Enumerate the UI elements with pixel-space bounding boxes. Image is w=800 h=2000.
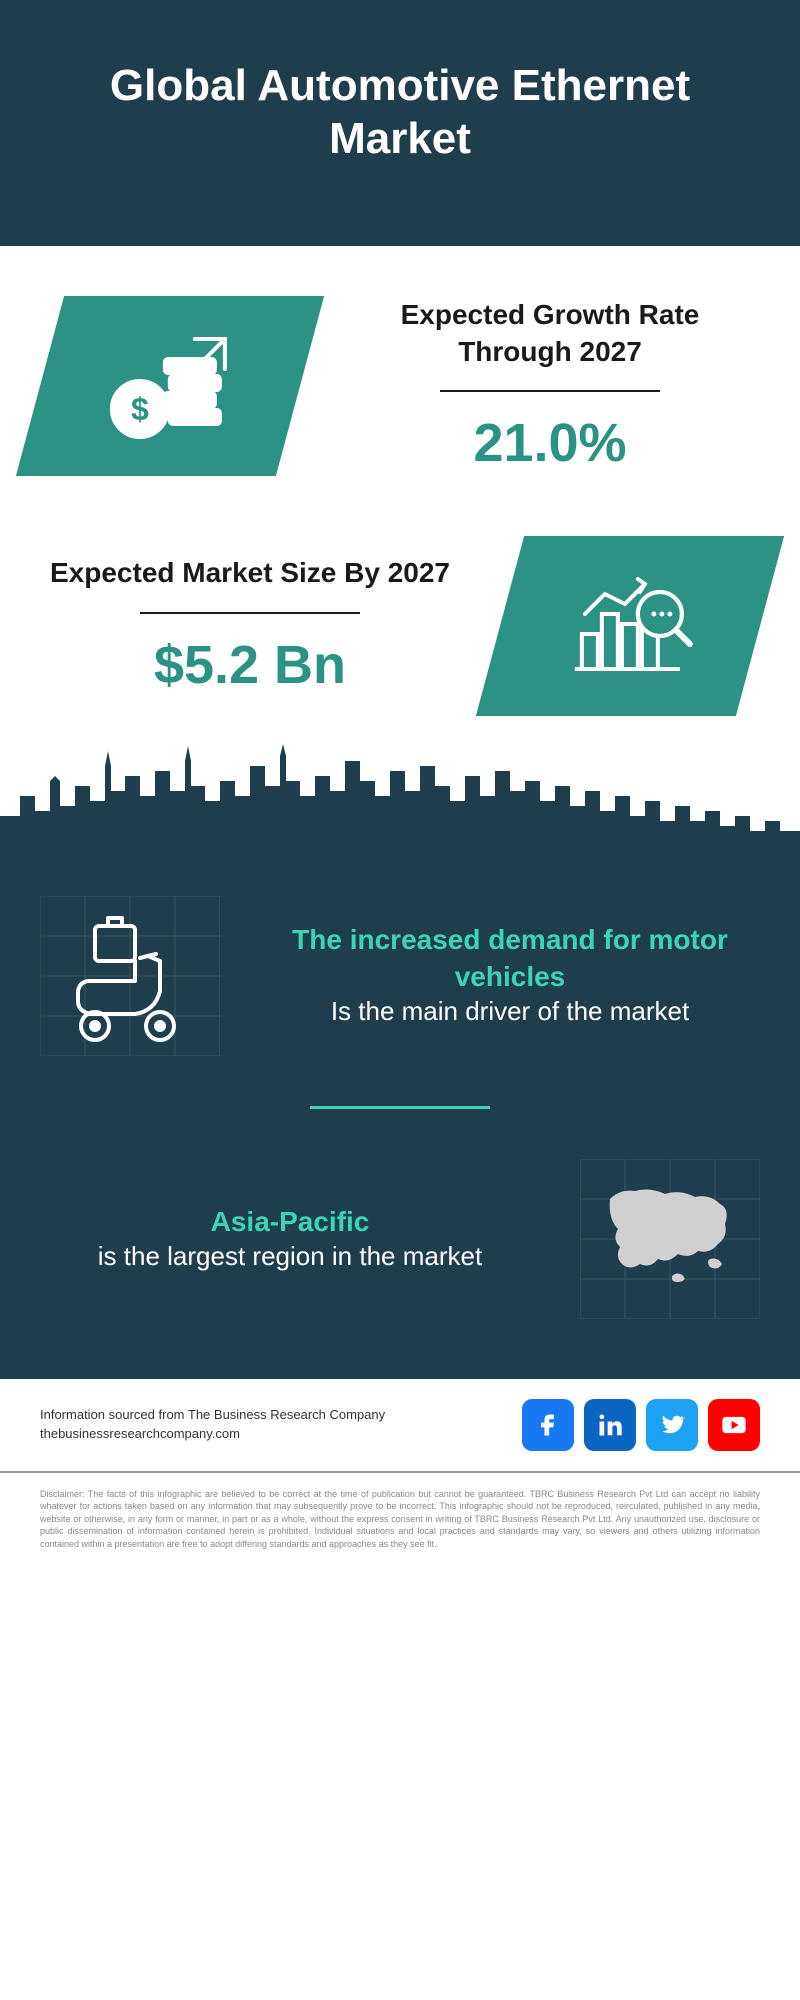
market-size-stat-block: Expected Market Size By 2027 $5.2 Bn <box>40 555 460 695</box>
divider <box>140 612 360 614</box>
region-highlight: Asia-Pacific <box>40 1204 540 1240</box>
section-divider <box>310 1106 490 1109</box>
source-line-2: thebusinessresearchcompany.com <box>40 1425 502 1443</box>
twitter-icon[interactable] <box>646 1399 698 1451</box>
market-size-section: Expected Market Size By 2027 $5.2 Bn <box>0 506 800 736</box>
youtube-icon[interactable] <box>708 1399 760 1451</box>
linkedin-icon[interactable] <box>584 1399 636 1451</box>
header-banner: Global Automotive Ethernet Market <box>0 0 800 246</box>
driver-highlight: The increased demand for motor vehicles <box>260 922 760 995</box>
divider <box>440 390 660 392</box>
asia-map-icon <box>580 1159 760 1319</box>
growth-stat-block: Expected Growth Rate Through 2027 21.0% <box>340 297 760 474</box>
growth-rate-section: $ Expected Growth Rate Through 2027 21.0… <box>0 246 800 506</box>
footer: Information sourced from The Business Re… <box>0 1379 800 1471</box>
driver-text: The increased demand for motor vehicles … <box>260 922 760 1029</box>
disclaimer-section: Disclaimer: The facts of this infographi… <box>0 1471 800 1591</box>
money-growth-icon: $ <box>100 323 240 448</box>
source-text: Information sourced from The Business Re… <box>40 1406 502 1442</box>
chart-magnify-icon <box>560 563 700 688</box>
scooter-icon <box>40 896 220 1056</box>
facebook-icon[interactable] <box>522 1399 574 1451</box>
market-size-label: Expected Market Size By 2027 <box>40 555 460 591</box>
page-title: Global Automotive Ethernet Market <box>40 60 760 166</box>
region-text: Asia-Pacific is the largest region in th… <box>40 1204 540 1274</box>
driver-subtext: Is the main driver of the market <box>260 995 760 1029</box>
market-size-value: $5.2 Bn <box>40 634 460 696</box>
source-line-1: Information sourced from The Business Re… <box>40 1406 502 1424</box>
skyline-divider <box>0 736 800 856</box>
driver-block: The increased demand for motor vehicles … <box>40 896 760 1056</box>
disclaimer-text: Disclaimer: The facts of this infographi… <box>40 1488 760 1551</box>
region-subtext: is the largest region in the market <box>40 1240 540 1274</box>
social-icons-row <box>522 1399 760 1451</box>
growth-value: 21.0% <box>340 412 760 474</box>
region-block: Asia-Pacific is the largest region in th… <box>40 1159 760 1319</box>
insights-section: The increased demand for motor vehicles … <box>0 856 800 1379</box>
growth-label: Expected Growth Rate Through 2027 <box>340 297 760 370</box>
svg-text:$: $ <box>131 390 149 426</box>
market-icon-box <box>476 536 784 716</box>
growth-icon-box: $ <box>16 296 324 476</box>
